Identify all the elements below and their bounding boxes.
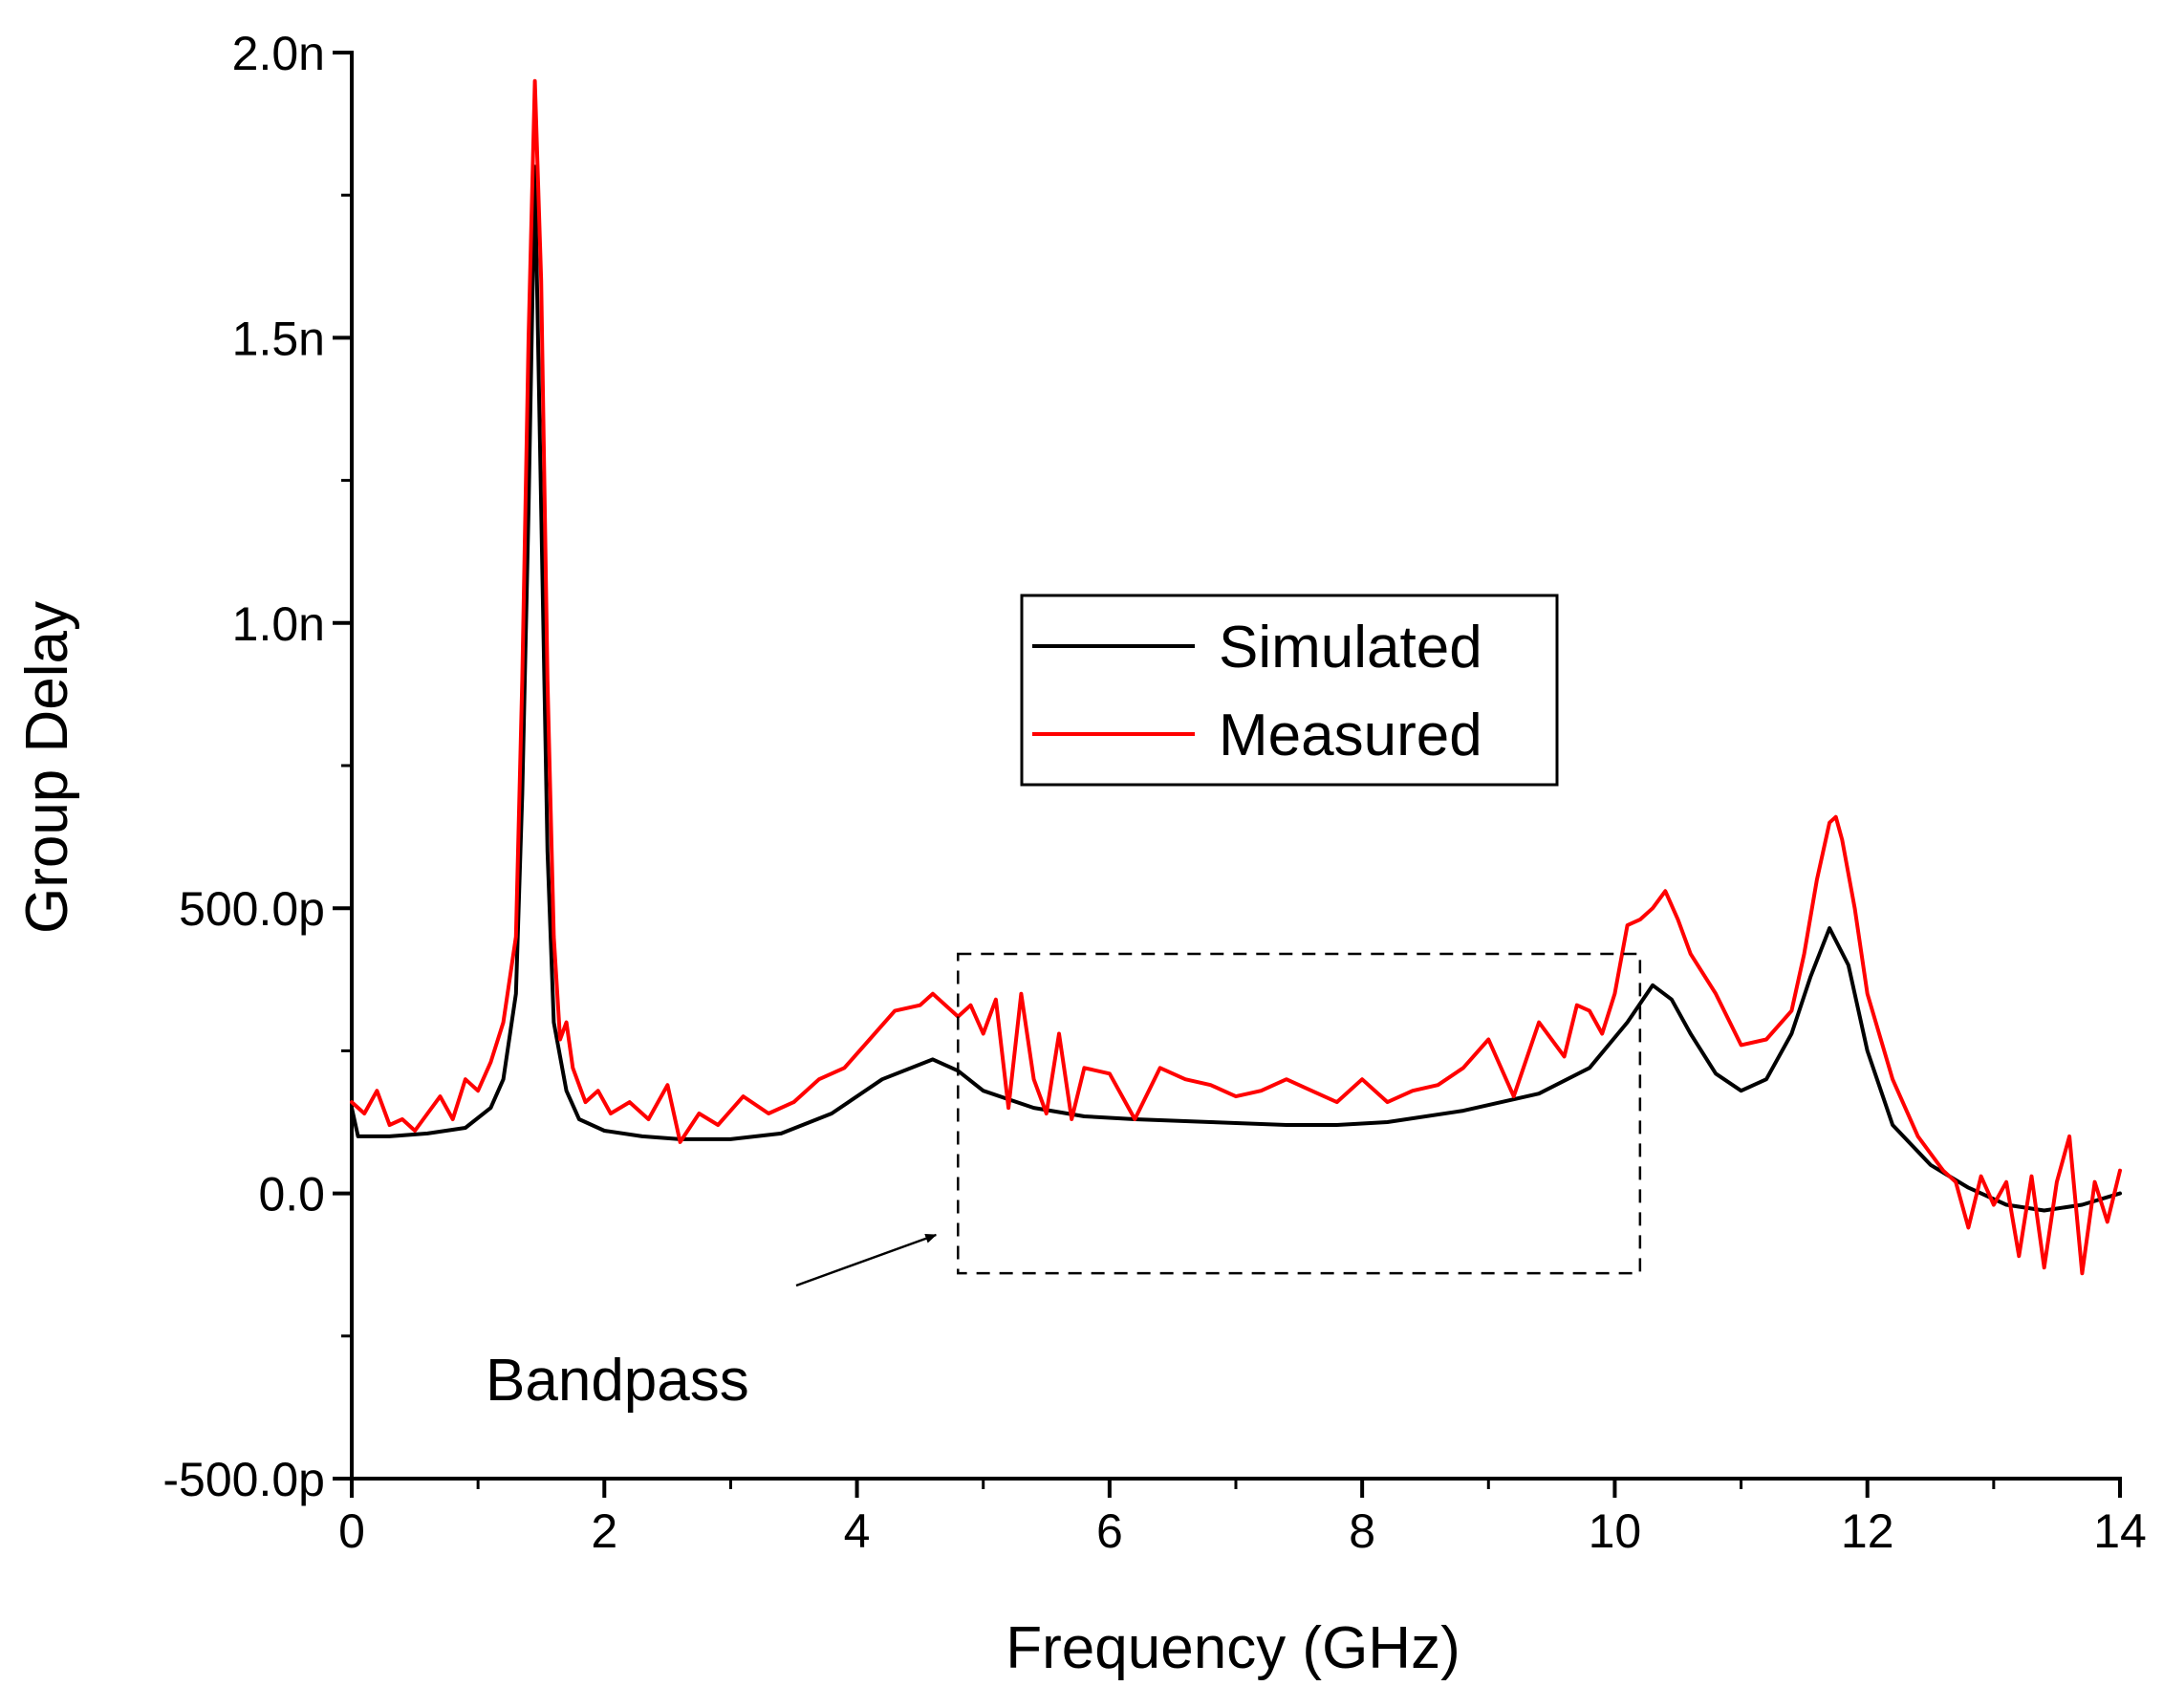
bandpass-label: Bandpass [486,1348,749,1414]
legend-label-simulated: Simulated [1219,615,1482,681]
x-tick-label: 12 [1841,1504,1894,1558]
y-tick-label: -500.0p [162,1453,325,1506]
x-tick-label: 6 [1096,1504,1123,1558]
x-tick-label: 2 [591,1504,617,1558]
series-line-measured [350,78,2122,1276]
x-ticks: 0 2 4 6 8 10 12 14 [338,1479,2147,1558]
legend: Simulated Measured [1020,594,1559,787]
x-tick-label: 14 [2093,1504,2147,1558]
series-layer [350,78,2122,1276]
x-tick-label: 8 [1349,1504,1375,1558]
y-ticks: -500.0p 0.0 500.0p 1.0n 1.5n 2.0n [162,27,352,1506]
x-tick-label: 4 [844,1504,871,1558]
bandpass-arrow [795,1233,938,1287]
y-tick-label: 500.0p [179,882,325,936]
y-axis-title: Group Delay [14,601,80,934]
x-tick-label: 0 [338,1504,365,1558]
series-line-simulated [350,164,2122,1213]
y-tick-label: 2.0n [232,27,325,80]
y-tick-label: 0.0 [258,1168,325,1222]
x-axis-title: Frequency (GHz) [1006,1615,1460,1681]
legend-label-measured: Measured [1219,703,1482,768]
legend-frame [1020,594,1559,787]
y-tick-label: 1.0n [232,597,325,651]
bandpass-annotation: Bandpass [486,952,1642,1414]
bandpass-region-box [957,952,1642,1275]
x-tick-label: 10 [1589,1504,1642,1558]
y-tick-label: 1.5n [232,312,325,365]
